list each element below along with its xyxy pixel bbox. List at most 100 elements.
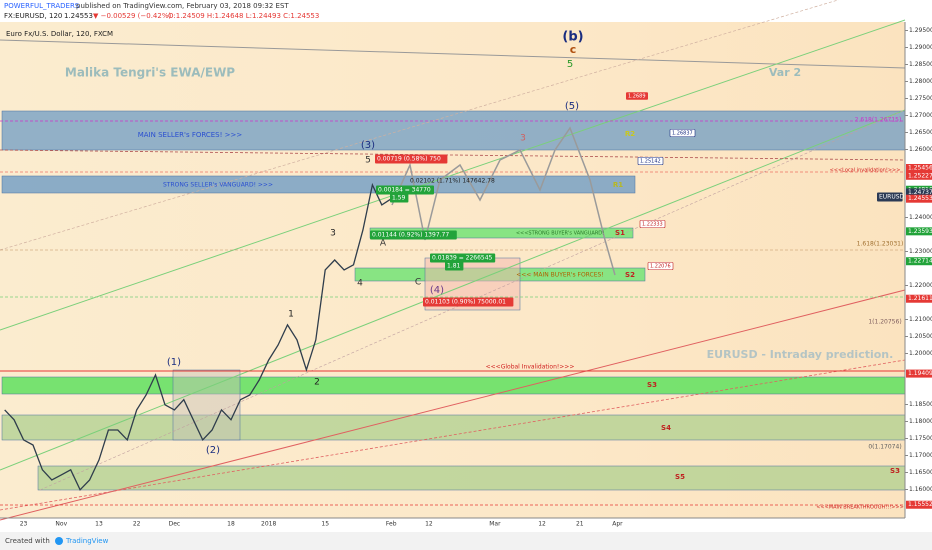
y-tick-label: 1.26000 [909,146,932,153]
label-badge [877,192,903,202]
label-badge [637,156,664,166]
label-badge [423,297,514,307]
y-tick-label: 1.18500 [909,401,932,408]
annotation: EURUSD - Intraday prediction. [707,348,894,361]
price-badge-label: 1.22714 [908,258,932,265]
trend-line [0,359,906,511]
trend-line [0,149,906,161]
x-tick-label: Nov [55,521,67,528]
annotation: 3 [330,229,336,239]
annotation: 0.00184 = 34770 [378,187,431,194]
annotation: 1.22333 [642,222,663,228]
annotation: <<<STRONG BUYER's VANGUARD! [516,231,604,237]
zone [1,376,906,395]
x-tick-label: 2018 [261,521,276,528]
x-tick-label: 23 [20,521,28,528]
x-tick-label: 13 [95,521,103,528]
y-tick-label: 1.17000 [909,452,932,459]
y-tick-label: 1.16500 [909,469,932,476]
y-tick-label: 1.18000 [909,418,932,425]
symbol: FX:EURUSD, 120 [4,12,62,20]
price-badge [906,227,932,236]
annotation: 0(1.17074) [868,444,901,451]
annotation: 0.01103 (0.90%) 75000.01 [425,299,506,306]
annotation: 3 [520,134,526,144]
y-tick-label: 1.20500 [909,333,932,340]
annotation: 0.00719 (0.58%) 750 [377,156,441,163]
trend-line [0,39,906,69]
annotation: 1.26837 [672,131,693,137]
y-tick-label: 1.21000 [909,316,932,323]
annotation: 1.2689 [628,94,646,100]
price-badge-label: 1.21611 [908,295,932,302]
annotation: EURUSD [879,194,905,201]
annotation: <<<Global Invalidation!>>> [486,364,575,371]
y-tick-label: 1.29500 [909,27,932,34]
annotation: (1) [167,357,181,368]
label-badge [639,219,666,229]
annotation: A [380,239,387,249]
trend-line [0,289,906,521]
x-tick-label: Feb [386,521,397,528]
annotation: <<<MAIN BREAKTHROUGH!!!>>> [816,505,904,511]
label-badge [390,193,409,203]
y-tick-label: 1.27500 [909,95,932,102]
annotation: S3 [647,381,657,389]
price-badge-label: 1.24553 [908,195,932,202]
annotation: (4) [430,285,444,296]
annotation: Var 2 [769,66,801,79]
annotation: MAIN SELLER's FORCES! >>> [138,131,243,139]
annotation: 1.59 [392,195,406,202]
annotation: (2) [206,445,220,456]
price-badge-label: 1.19409 [908,370,932,377]
trend-line [0,19,906,331]
annotation: (3) [361,140,375,151]
price-badge [906,188,932,197]
price-badge-label: 1.25456 [908,164,932,171]
annotation: 0.01839 = 2266545 [432,255,493,262]
annotation: 4 [357,279,363,289]
y-tick-label: 1.22000 [909,282,932,289]
y-tick-label: 1.26500 [909,129,932,136]
y-tick-label: 1.23000 [909,248,932,255]
y-tick-label: 1.20000 [909,350,932,357]
ohlc: O:1.24509 H:1.24648 L:1.24493 C:1.24553 [168,12,319,20]
x-tick-label: 12 [538,521,546,528]
zone [37,465,906,491]
x-tick-label: 12 [425,521,433,528]
x-tick-label: 18 [227,521,235,528]
annotation: 5 [365,156,371,166]
annotation: 1 [288,310,294,320]
annotation: C [415,278,421,288]
label-badge [430,253,496,263]
x-tick-label: Mar [489,521,501,528]
annotation: (5) [565,101,579,112]
x-tick-label: Apr [612,521,623,528]
annotation: S3 [890,467,900,475]
annotation: Malika Tengri's EWA/EWP [65,66,235,80]
footer-created: Created with [5,537,50,545]
footer-brand: TradingView [65,537,109,545]
zone [1,110,906,151]
y-tick-label: 1.28500 [909,61,932,68]
logo [55,537,63,545]
price-badge-label: 1.24737 [908,189,932,196]
annotation: 1.81 [447,263,461,270]
x-tick-label: 21 [576,521,584,528]
price-badge-label: 1.25227 [908,172,932,179]
price-badge [906,257,932,266]
price-badge-label: 1.15552 [908,501,932,508]
annotation: <<<Local invalidation!>>> [830,168,901,174]
price-badge [906,294,932,303]
annotation: 2.618(1.26715) [855,117,902,124]
annotation: 1(1.20756) [868,319,901,326]
y-tick-label: 1.16000 [909,486,932,493]
annotation: R2 [625,130,635,138]
x-tick-label: 15 [321,521,329,528]
annotation: 0.02102 (1.71%) 147642.78 [410,178,495,185]
trend-line [0,0,840,251]
annotation: <<< MAIN BUYER's FORCES! [516,272,604,279]
price-badge [906,171,932,180]
label-badge [375,154,448,164]
